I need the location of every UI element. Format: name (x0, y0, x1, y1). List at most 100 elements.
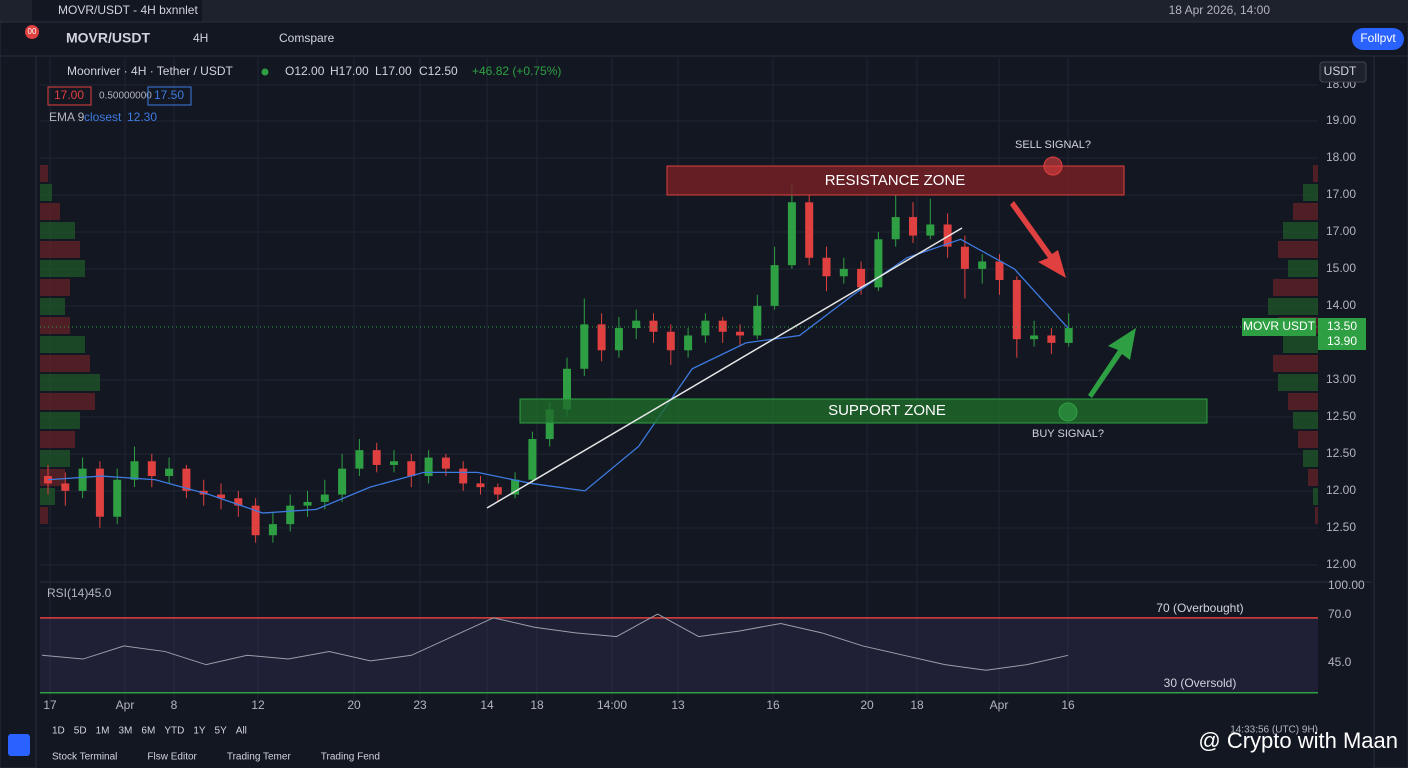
volume-bar (1288, 260, 1318, 277)
candle-body (839, 268, 848, 277)
volume-bar (1278, 374, 1318, 391)
candle-body (995, 261, 1004, 280)
support-label: SUPPORT ZONE (828, 402, 946, 419)
volume-bar (1273, 355, 1318, 372)
sell-marker (1043, 156, 1063, 176)
volume-bar (40, 374, 100, 391)
compare[interactable]: Comspare (279, 31, 335, 45)
left-tools (0, 55, 37, 768)
price-label: 12.50 (1326, 409, 1356, 423)
volume-bar (40, 336, 85, 353)
volume-bar (1283, 336, 1318, 353)
follow-button[interactable] (1352, 28, 1404, 50)
volume-bar (40, 203, 60, 220)
volume-bar (40, 241, 80, 258)
timeframe[interactable]: 1D (52, 726, 65, 737)
box-text: 17.00 (54, 88, 84, 102)
timeframe[interactable]: YTD (164, 726, 184, 737)
price-tag-name: MOVR USDT (1243, 319, 1316, 333)
candle-body (424, 457, 433, 477)
timeframe[interactable]: 3M (119, 726, 133, 737)
symbol[interactable]: MOVR/USDT (66, 30, 150, 46)
chart: 18.0019.0018.0017.0017.0015.0014.0013.00… (40, 58, 1372, 712)
ema-line (47, 238, 1069, 514)
candle-body (1047, 335, 1056, 343)
candle-body (441, 457, 450, 469)
ema-source: closest (84, 110, 122, 124)
x-label: 14 (480, 698, 494, 712)
candle-body (736, 331, 744, 336)
bottom-tab[interactable]: Flsw Editor (147, 752, 197, 763)
candle-body (251, 505, 260, 536)
timeframe[interactable]: 5D (74, 726, 87, 737)
volume-bar (1283, 222, 1318, 239)
candle-body (822, 257, 831, 277)
price-label: 15.00 (1326, 261, 1356, 275)
price-label: 19.00 (1326, 113, 1356, 127)
candle-body (960, 246, 969, 269)
price-label: 13.00 (1326, 372, 1356, 386)
candle-body (493, 487, 502, 495)
candle-body (372, 450, 381, 465)
countdown: 13.90 (1327, 334, 1357, 348)
ema-label: EMA 9 (49, 110, 85, 124)
price-tag-bg (1318, 318, 1366, 350)
trend-line (486, 227, 963, 509)
candle-body (217, 494, 225, 499)
watermark: @ Crypto with Maan (1198, 728, 1398, 753)
buy-label: BUY SIGNAL? (1032, 428, 1104, 440)
price-label: 17.00 (1326, 187, 1356, 201)
right-tools (1373, 55, 1408, 768)
volume-bar (40, 450, 70, 467)
candle-body (787, 202, 796, 266)
timeframe[interactable]: 5Y (215, 726, 228, 737)
candle-body (718, 320, 727, 332)
candle-body (909, 217, 917, 236)
volume-bar (40, 507, 48, 524)
volume-bar (1315, 507, 1318, 524)
candle-body (390, 461, 398, 465)
rsi-axis-label: 100.00 (1328, 578, 1365, 592)
timeframe[interactable]: 1Y (193, 726, 206, 737)
volume-bar (1298, 431, 1318, 448)
buy-marker (1058, 402, 1078, 422)
tab[interactable] (32, 0, 202, 22)
tab-title: MOVR/USDT - 4H bxnnlet (58, 3, 198, 17)
overbought-label: 70 (Overbought) (1156, 601, 1243, 615)
bottom-tab[interactable]: Trading Fend (321, 752, 380, 763)
star-button[interactable] (8, 734, 30, 756)
timeframe[interactable]: 6M (141, 726, 155, 737)
candle-body (130, 461, 139, 480)
bottom-tab[interactable]: Trading Temer (227, 752, 292, 763)
price-label: 14.00 (1326, 298, 1356, 312)
volume-bar (40, 488, 55, 505)
candle-body (770, 265, 779, 306)
volume-bar (1268, 298, 1318, 315)
candle-body (1064, 328, 1073, 343)
timeframe[interactable]: All (236, 726, 247, 737)
bottom-tabs: Stock Terminal Flsw Editor Trading Temer Tr… (52, 752, 380, 763)
timeframe[interactable]: 1M (96, 726, 110, 737)
price-label: 12.00 (1326, 483, 1356, 497)
volume-bar (40, 184, 52, 201)
candle-body (286, 505, 295, 525)
x-label: 20 (347, 698, 361, 712)
volume-bar (40, 469, 65, 486)
badge (25, 25, 39, 39)
x-label: 14:00 (597, 698, 627, 712)
follow-text: Follpvt (1360, 31, 1396, 45)
bottom-tab[interactable]: Stock Terminal (52, 752, 117, 763)
candle-body (1030, 335, 1039, 340)
candle-body (78, 468, 87, 491)
volume-bar (1308, 469, 1318, 486)
toolbar (0, 21, 1408, 57)
currency-select[interactable] (1319, 61, 1367, 83)
x-label: 18 (530, 698, 544, 712)
candle-body (320, 494, 329, 502)
candle-body (338, 468, 347, 495)
candle-body (649, 320, 658, 332)
down-arrow (1010, 201, 1066, 278)
interval[interactable]: 4H (193, 31, 208, 45)
candle-body (701, 320, 710, 336)
